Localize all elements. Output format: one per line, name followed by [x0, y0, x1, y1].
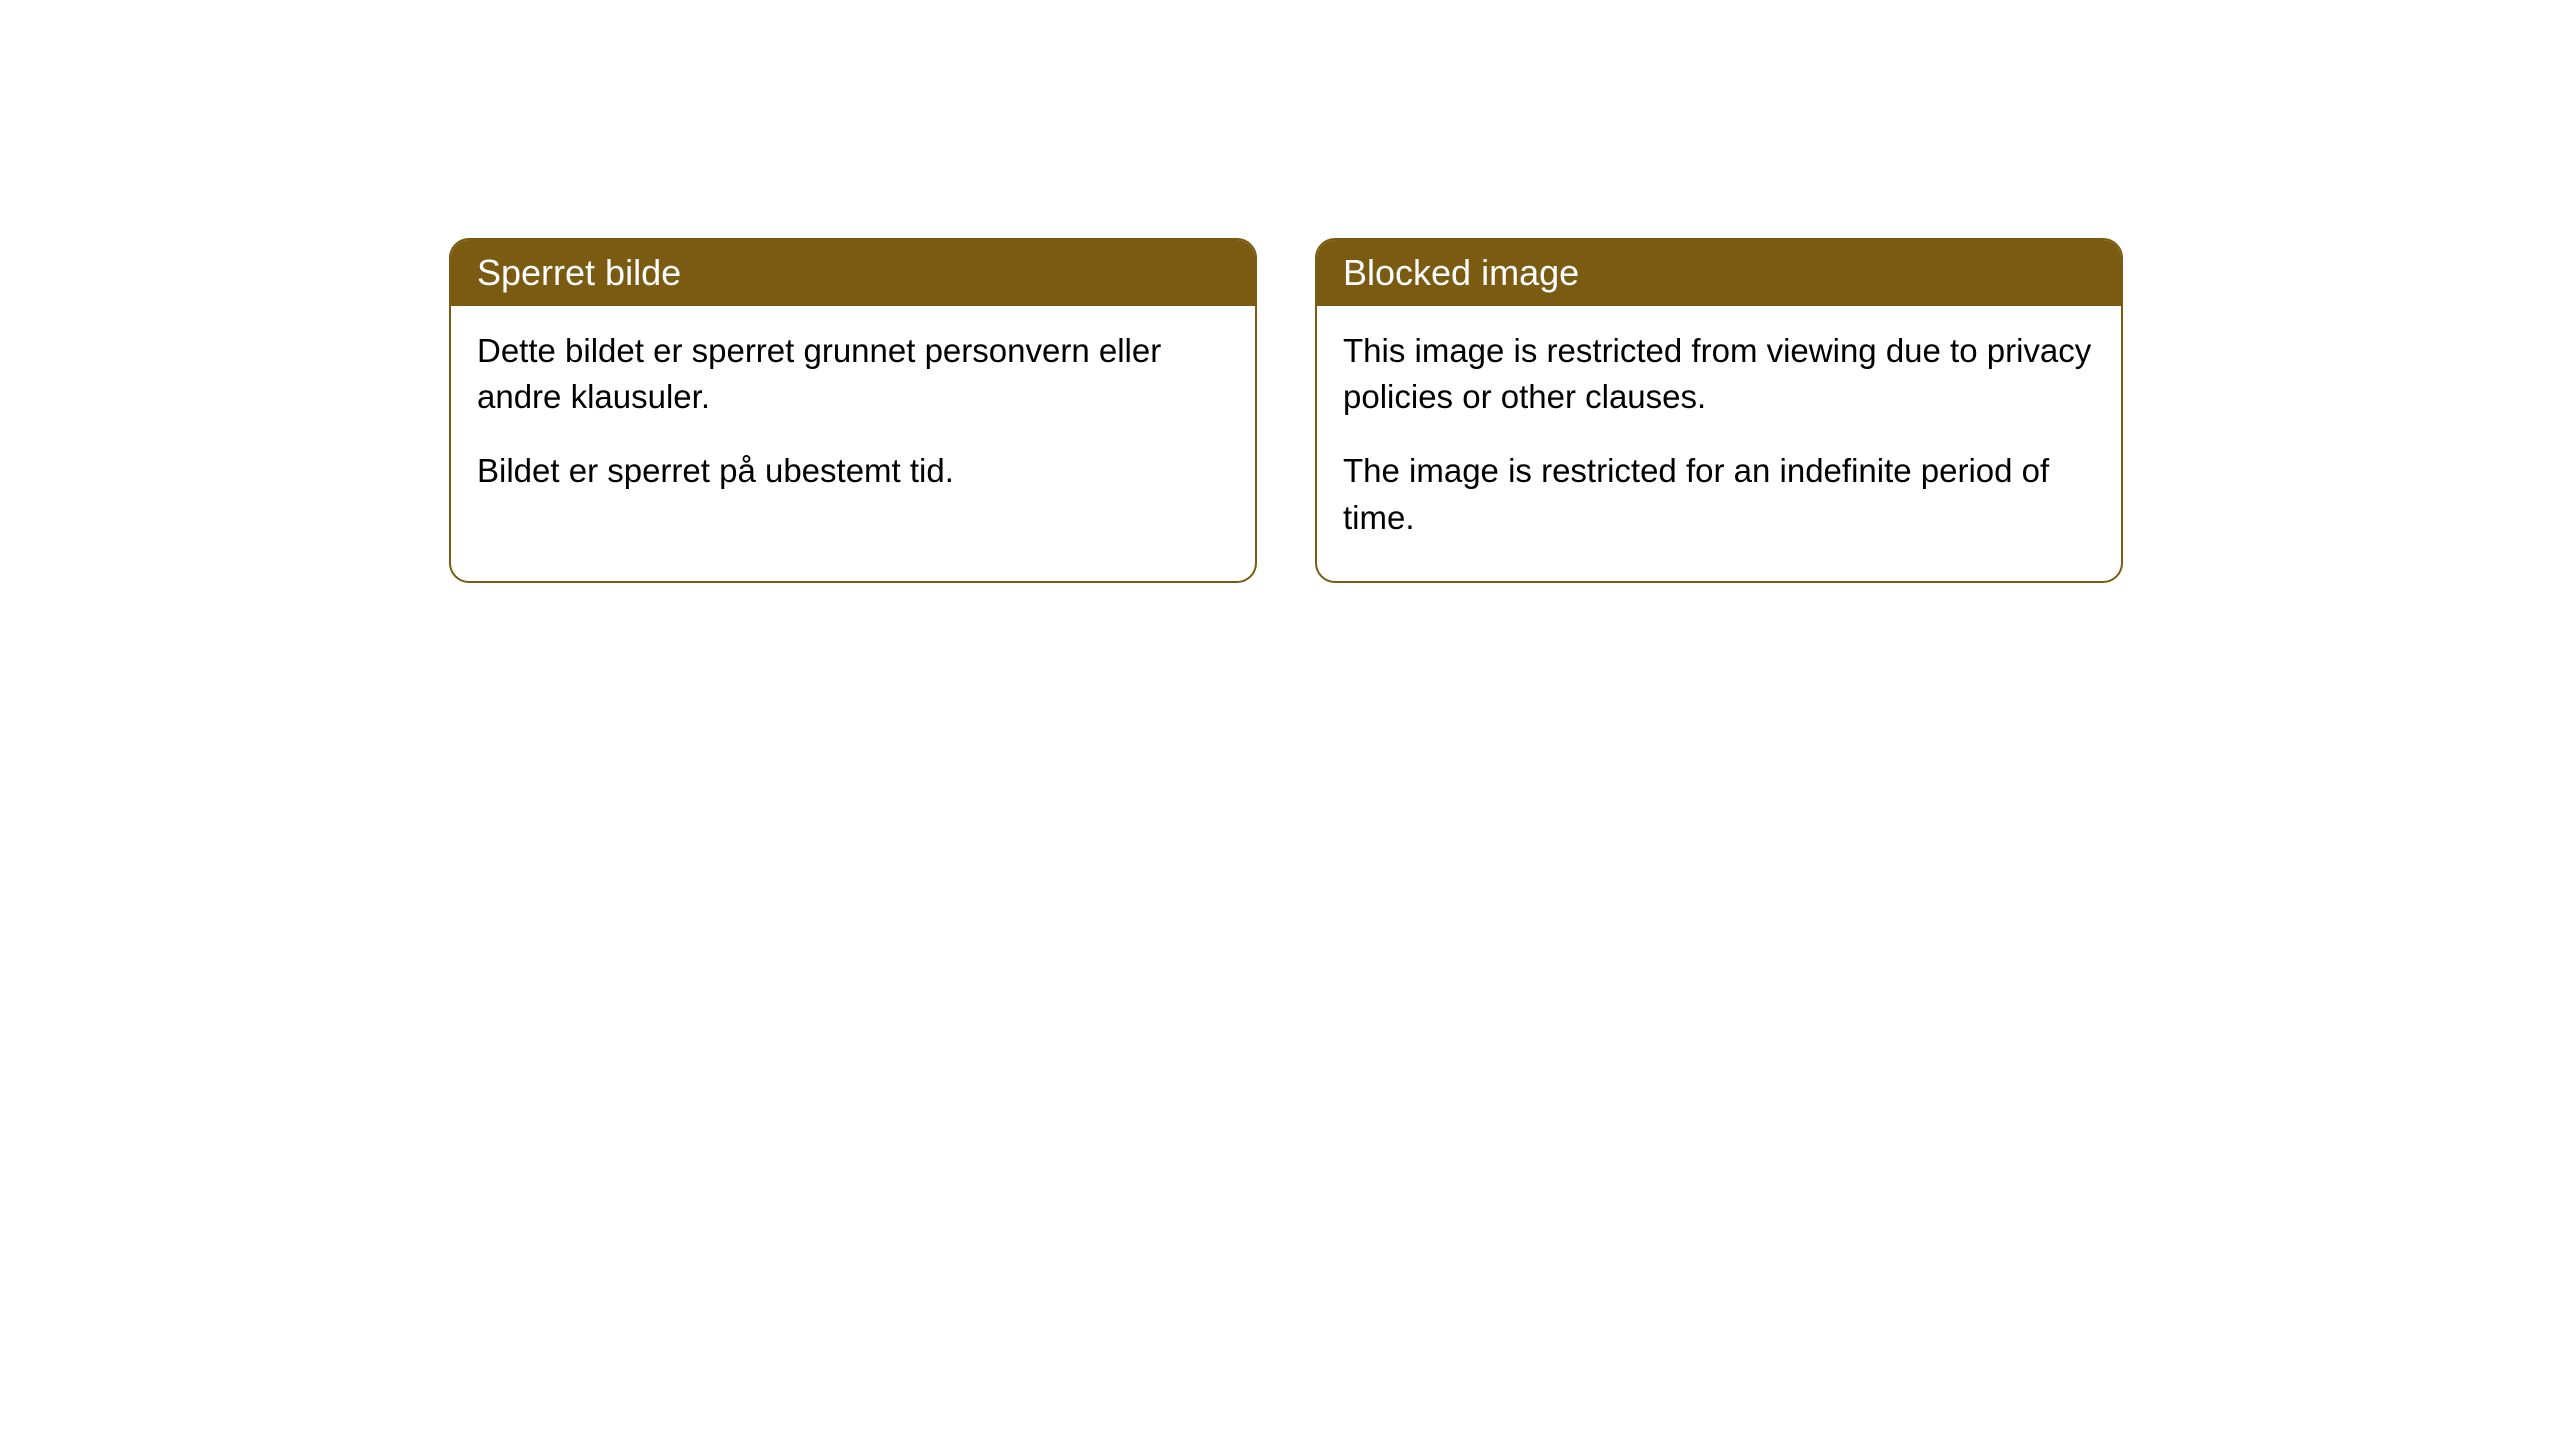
card-body: This image is restricted from viewing du… — [1317, 306, 2121, 581]
notice-card-norwegian: Sperret bilde Dette bildet er sperret gr… — [449, 238, 1257, 583]
notice-cards-container: Sperret bilde Dette bildet er sperret gr… — [449, 238, 2123, 583]
card-paragraph: This image is restricted from viewing du… — [1343, 328, 2095, 420]
card-header: Sperret bilde — [451, 240, 1255, 306]
card-title: Sperret bilde — [477, 252, 681, 293]
card-paragraph: Bildet er sperret på ubestemt tid. — [477, 448, 1229, 494]
card-header: Blocked image — [1317, 240, 2121, 306]
card-title: Blocked image — [1343, 252, 1579, 293]
card-paragraph: Dette bildet er sperret grunnet personve… — [477, 328, 1229, 420]
card-body: Dette bildet er sperret grunnet personve… — [451, 306, 1255, 535]
notice-card-english: Blocked image This image is restricted f… — [1315, 238, 2123, 583]
card-paragraph: The image is restricted for an indefinit… — [1343, 448, 2095, 540]
